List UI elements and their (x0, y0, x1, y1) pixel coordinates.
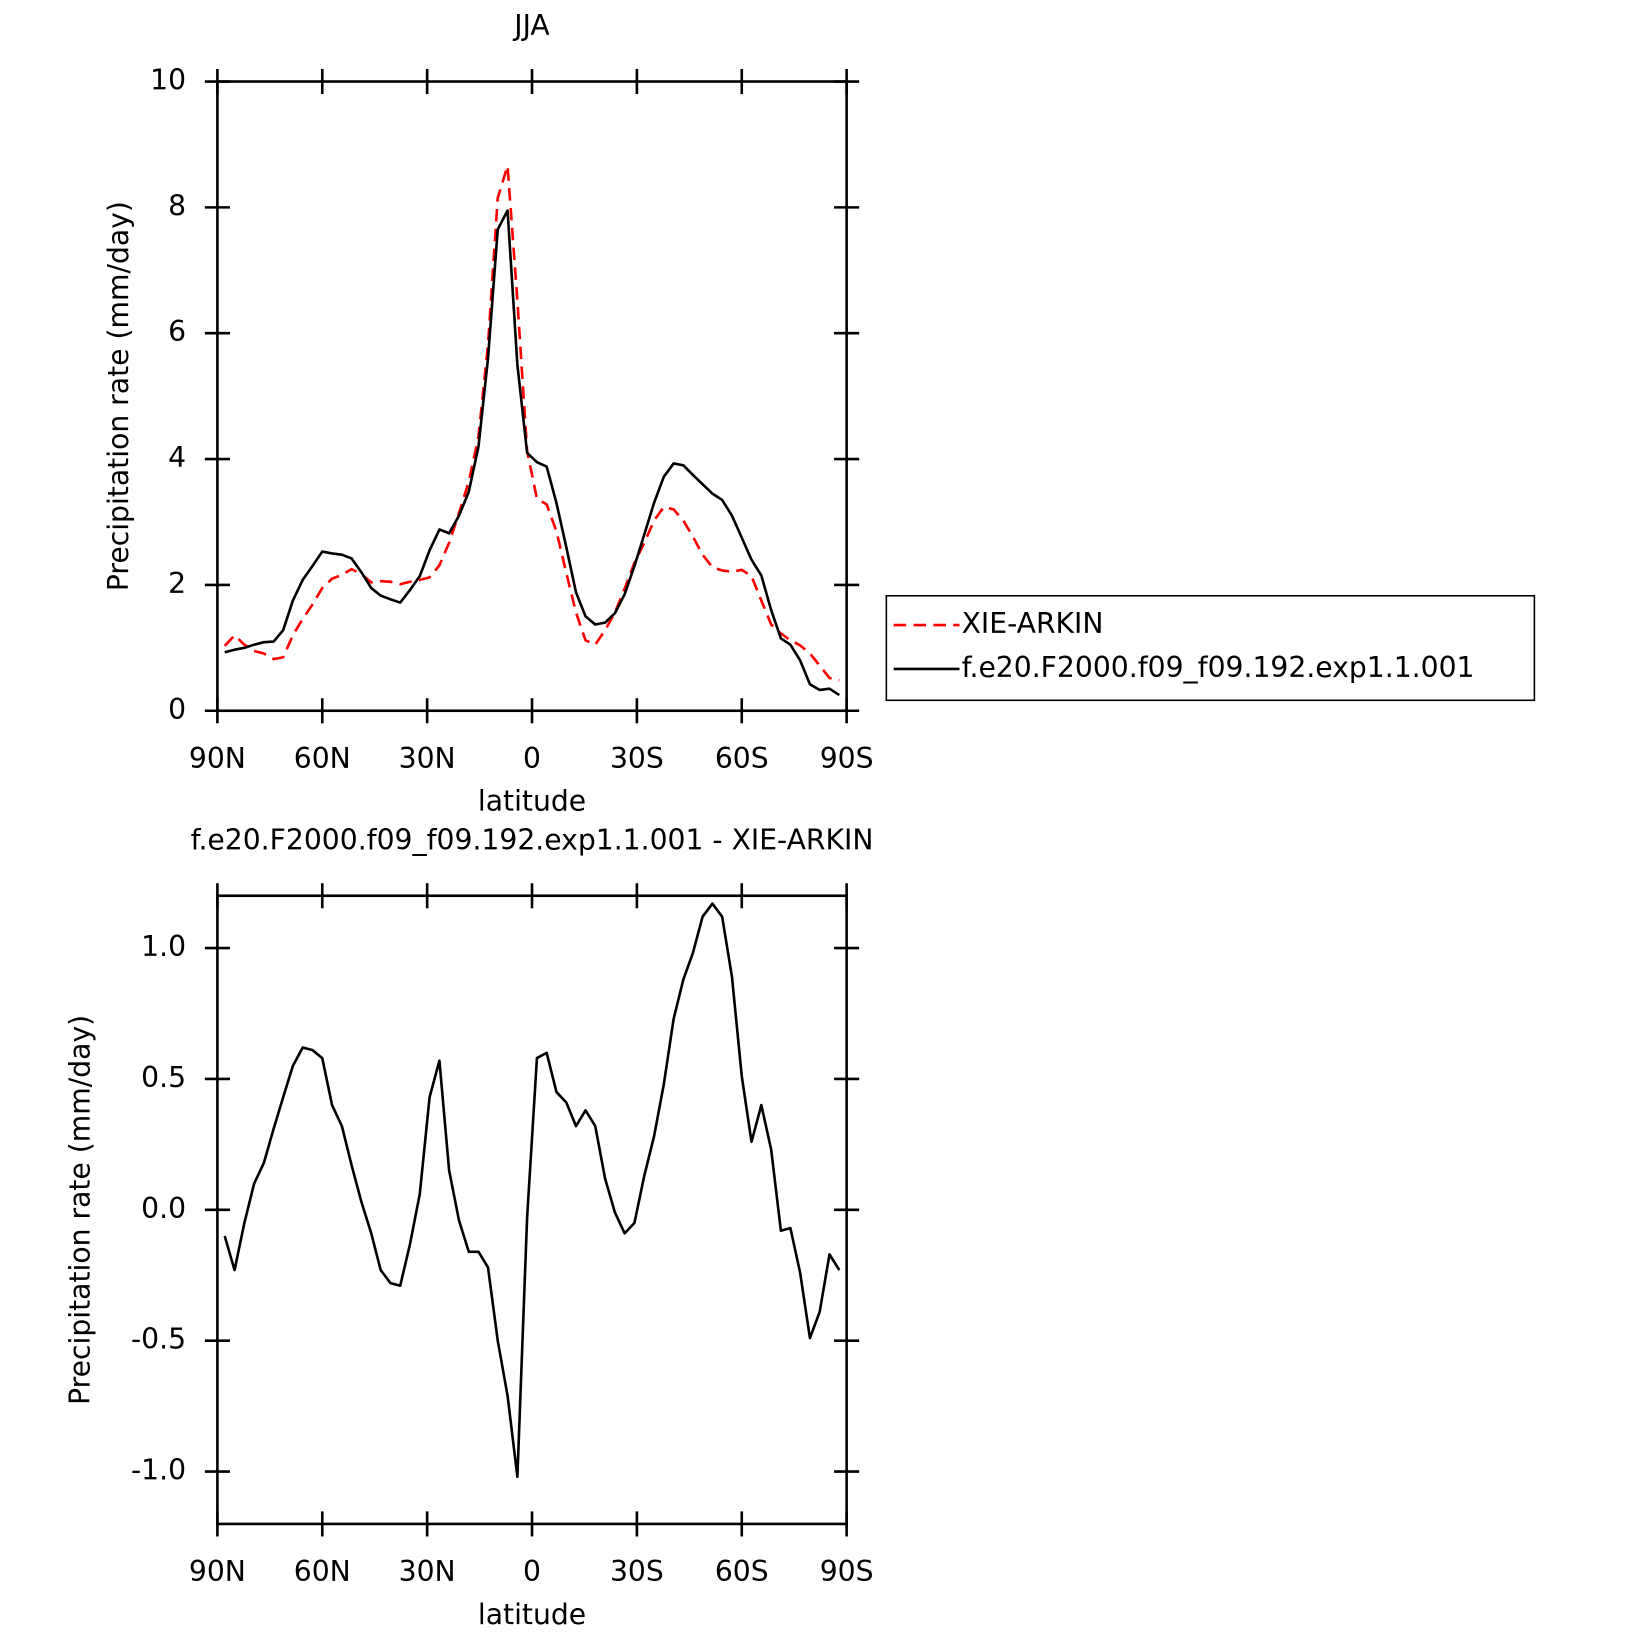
x-tick-label: 60S (715, 1555, 769, 1588)
y-tick-label: -1.0 (131, 1454, 186, 1487)
x-tick-label: 30N (399, 1555, 456, 1588)
x-tick-label: 90N (189, 1555, 246, 1588)
chart-title: f.e20.F2000.f09_f09.192.exp1.1.001 - XIE… (191, 823, 874, 856)
y-tick-label: 0 (168, 693, 186, 726)
x-tick-label: 60S (715, 742, 769, 775)
data-line (223, 164, 840, 682)
x-tick-label: 0 (523, 742, 541, 775)
x-tick-label: 30S (610, 742, 664, 775)
y-tick-label: 0.0 (141, 1192, 186, 1225)
y-tick-label: 6 (168, 315, 186, 348)
plot-frame (216, 80, 848, 713)
x-tick-label: 90S (820, 1555, 874, 1588)
y-tick-label: 1.0 (141, 930, 186, 963)
x-tick-label: 0 (523, 1555, 541, 1588)
y-axis-label: Precipitation rate (mm/day) (64, 1015, 97, 1405)
x-tick-label: 30N (399, 742, 456, 775)
y-axis-label: Precipitation rate (mm/day) (102, 201, 135, 591)
y-tick-label: -0.5 (131, 1323, 186, 1356)
x-tick-label: 60N (294, 1555, 351, 1588)
x-tick-label: 60N (294, 742, 351, 775)
legend-box (885, 594, 1536, 702)
x-axis-label: latitude (478, 785, 586, 818)
x-tick-label: 30S (610, 1555, 664, 1588)
legend-label: XIE-ARKIN (962, 607, 1104, 640)
x-axis-label: latitude (478, 1598, 586, 1631)
chart-title: JJA (512, 9, 550, 42)
y-tick-label: 4 (168, 441, 186, 474)
legend-label: f.e20.F2000.f09_f09.192.exp1.1.001 (962, 651, 1475, 684)
y-tick-label: 2 (168, 567, 186, 600)
plot-frame (216, 894, 848, 1526)
y-tick-label: 8 (168, 189, 186, 222)
data-line (223, 902, 841, 1479)
x-tick-label: 90S (820, 742, 874, 775)
y-tick-label: 10 (150, 64, 186, 97)
x-tick-label: 90N (189, 742, 246, 775)
data-line (224, 209, 841, 697)
y-tick-label: 0.5 (141, 1061, 186, 1094)
